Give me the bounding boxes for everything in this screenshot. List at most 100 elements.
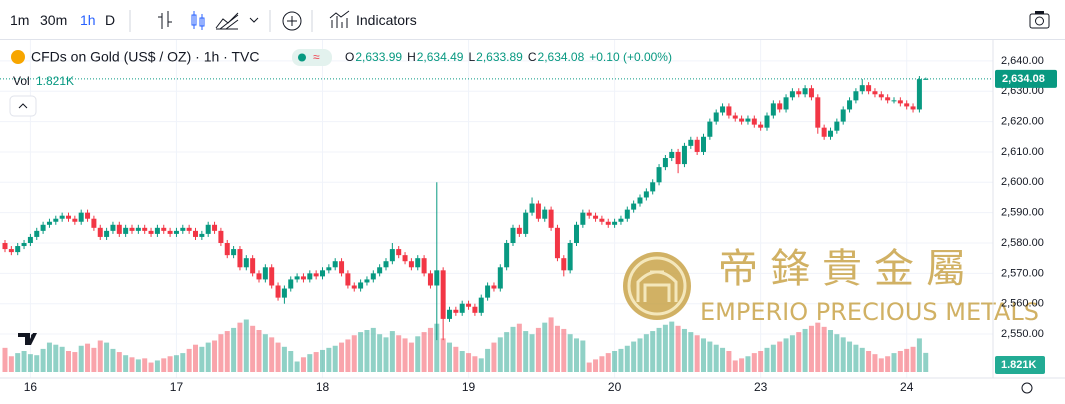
candle-body: [834, 121, 840, 131]
volume-bar: [161, 358, 167, 372]
candle-body: [154, 227, 160, 234]
y-tick-label: 2,600.00: [1001, 176, 1044, 188]
candle-body: [554, 227, 560, 259]
candles-icon[interactable]: [191, 11, 205, 30]
volume-bar: [878, 358, 884, 372]
candle-body: [739, 118, 745, 122]
volume-bar: [453, 346, 459, 372]
volume-bar: [212, 340, 218, 372]
candle-body: [288, 279, 294, 289]
candle-body: [281, 288, 287, 298]
volume-bar: [574, 338, 579, 372]
bars-icon[interactable]: [158, 11, 172, 29]
volume-bar: [866, 351, 872, 372]
interval-d[interactable]: D: [105, 12, 116, 28]
volume-bar: [205, 342, 211, 372]
volume-bar: [542, 322, 548, 372]
volume-bar: [872, 354, 878, 372]
candle-body: [675, 151, 681, 165]
candle-body: [231, 249, 237, 256]
interval-1h[interactable]: 1h: [80, 12, 96, 28]
y-tick-label: 2,580.00: [1001, 237, 1044, 249]
candle-body: [548, 209, 554, 228]
candle-body: [78, 212, 84, 222]
interval-1m[interactable]: 1m: [10, 12, 30, 28]
candle-body: [808, 88, 814, 98]
collapse-button[interactable]: [9, 95, 37, 117]
candle-body: [250, 258, 256, 274]
candle-body: [472, 306, 478, 313]
candle-body: [497, 267, 503, 289]
candle-body: [237, 249, 243, 268]
candle-body: [339, 261, 345, 274]
volume-title: Vol: [13, 74, 30, 88]
candle-body: [123, 227, 129, 234]
candle-body: [656, 167, 662, 183]
volume-bar: [853, 344, 859, 372]
volume-bar: [218, 334, 224, 372]
candle-body: [916, 79, 922, 110]
candle-body: [897, 100, 903, 104]
candle-body: [599, 218, 605, 222]
volume-bar: [624, 345, 630, 372]
interval-30m[interactable]: 30m: [40, 12, 68, 28]
snapshot-icon[interactable]: [1028, 10, 1052, 30]
candle-body: [269, 267, 275, 286]
candle-body: [34, 230, 40, 237]
volume-bar: [294, 361, 300, 372]
candle-body: [866, 85, 872, 92]
volume-bar: [97, 340, 103, 372]
volume-bar: [396, 335, 402, 372]
svg-text:≈: ≈: [313, 50, 320, 64]
volume-bar: [91, 347, 97, 372]
volume-bar: [745, 356, 751, 372]
volume-bar: [110, 348, 116, 372]
y-tick-label: 2,610.00: [1001, 146, 1044, 158]
ohlc-key: H: [407, 50, 416, 64]
volume-bar: [720, 347, 726, 372]
volume-bar: [358, 332, 364, 372]
volume-bar: [256, 330, 262, 372]
volume-bar: [675, 325, 681, 372]
candle-body: [859, 85, 865, 92]
volume-bar: [821, 326, 827, 372]
area-icon[interactable]: [215, 12, 239, 30]
candle-body: [758, 124, 764, 128]
candle-body: [529, 203, 535, 213]
indicators-icon[interactable]: [329, 10, 350, 28]
candle-body: [262, 267, 268, 280]
volume-bar: [46, 342, 52, 372]
ohlc-value: 2,634.08: [538, 50, 585, 64]
candle-body: [2, 243, 8, 250]
y-tick-label: 2,590.00: [1001, 207, 1044, 219]
volume-bar: [529, 334, 535, 372]
volume-bar: [421, 332, 427, 372]
candle-body: [15, 246, 21, 253]
candle-body: [21, 243, 27, 247]
candle-body: [478, 297, 484, 313]
volume-bar: [129, 357, 135, 372]
volume-bar: [707, 341, 713, 372]
settings-icon[interactable]: [1021, 382, 1033, 394]
candle-body: [345, 273, 351, 286]
volume-bar: [459, 351, 465, 372]
candle-body: [351, 285, 357, 289]
indicators-button[interactable]: Indicators: [356, 12, 417, 28]
add-icon[interactable]: [282, 11, 302, 31]
market-status[interactable]: [292, 49, 332, 66]
volume-bar: [288, 351, 294, 372]
volume-bar: [243, 319, 249, 372]
ohlc-key: O: [345, 50, 354, 64]
y-tick-label: 2,550.00: [1001, 328, 1044, 340]
volume-bar: [440, 338, 446, 372]
x-tick-label: 16: [24, 380, 38, 394]
candle-body: [91, 218, 97, 228]
candle-body: [193, 230, 198, 237]
dropdown[interactable]: [249, 17, 259, 23]
ohlc-value: 2,634.49: [417, 50, 464, 64]
volume-bar: [840, 337, 846, 372]
volume-bar: [142, 358, 148, 372]
candle-body: [485, 285, 491, 298]
candle-body: [923, 78, 929, 80]
candle-body: [396, 249, 402, 256]
